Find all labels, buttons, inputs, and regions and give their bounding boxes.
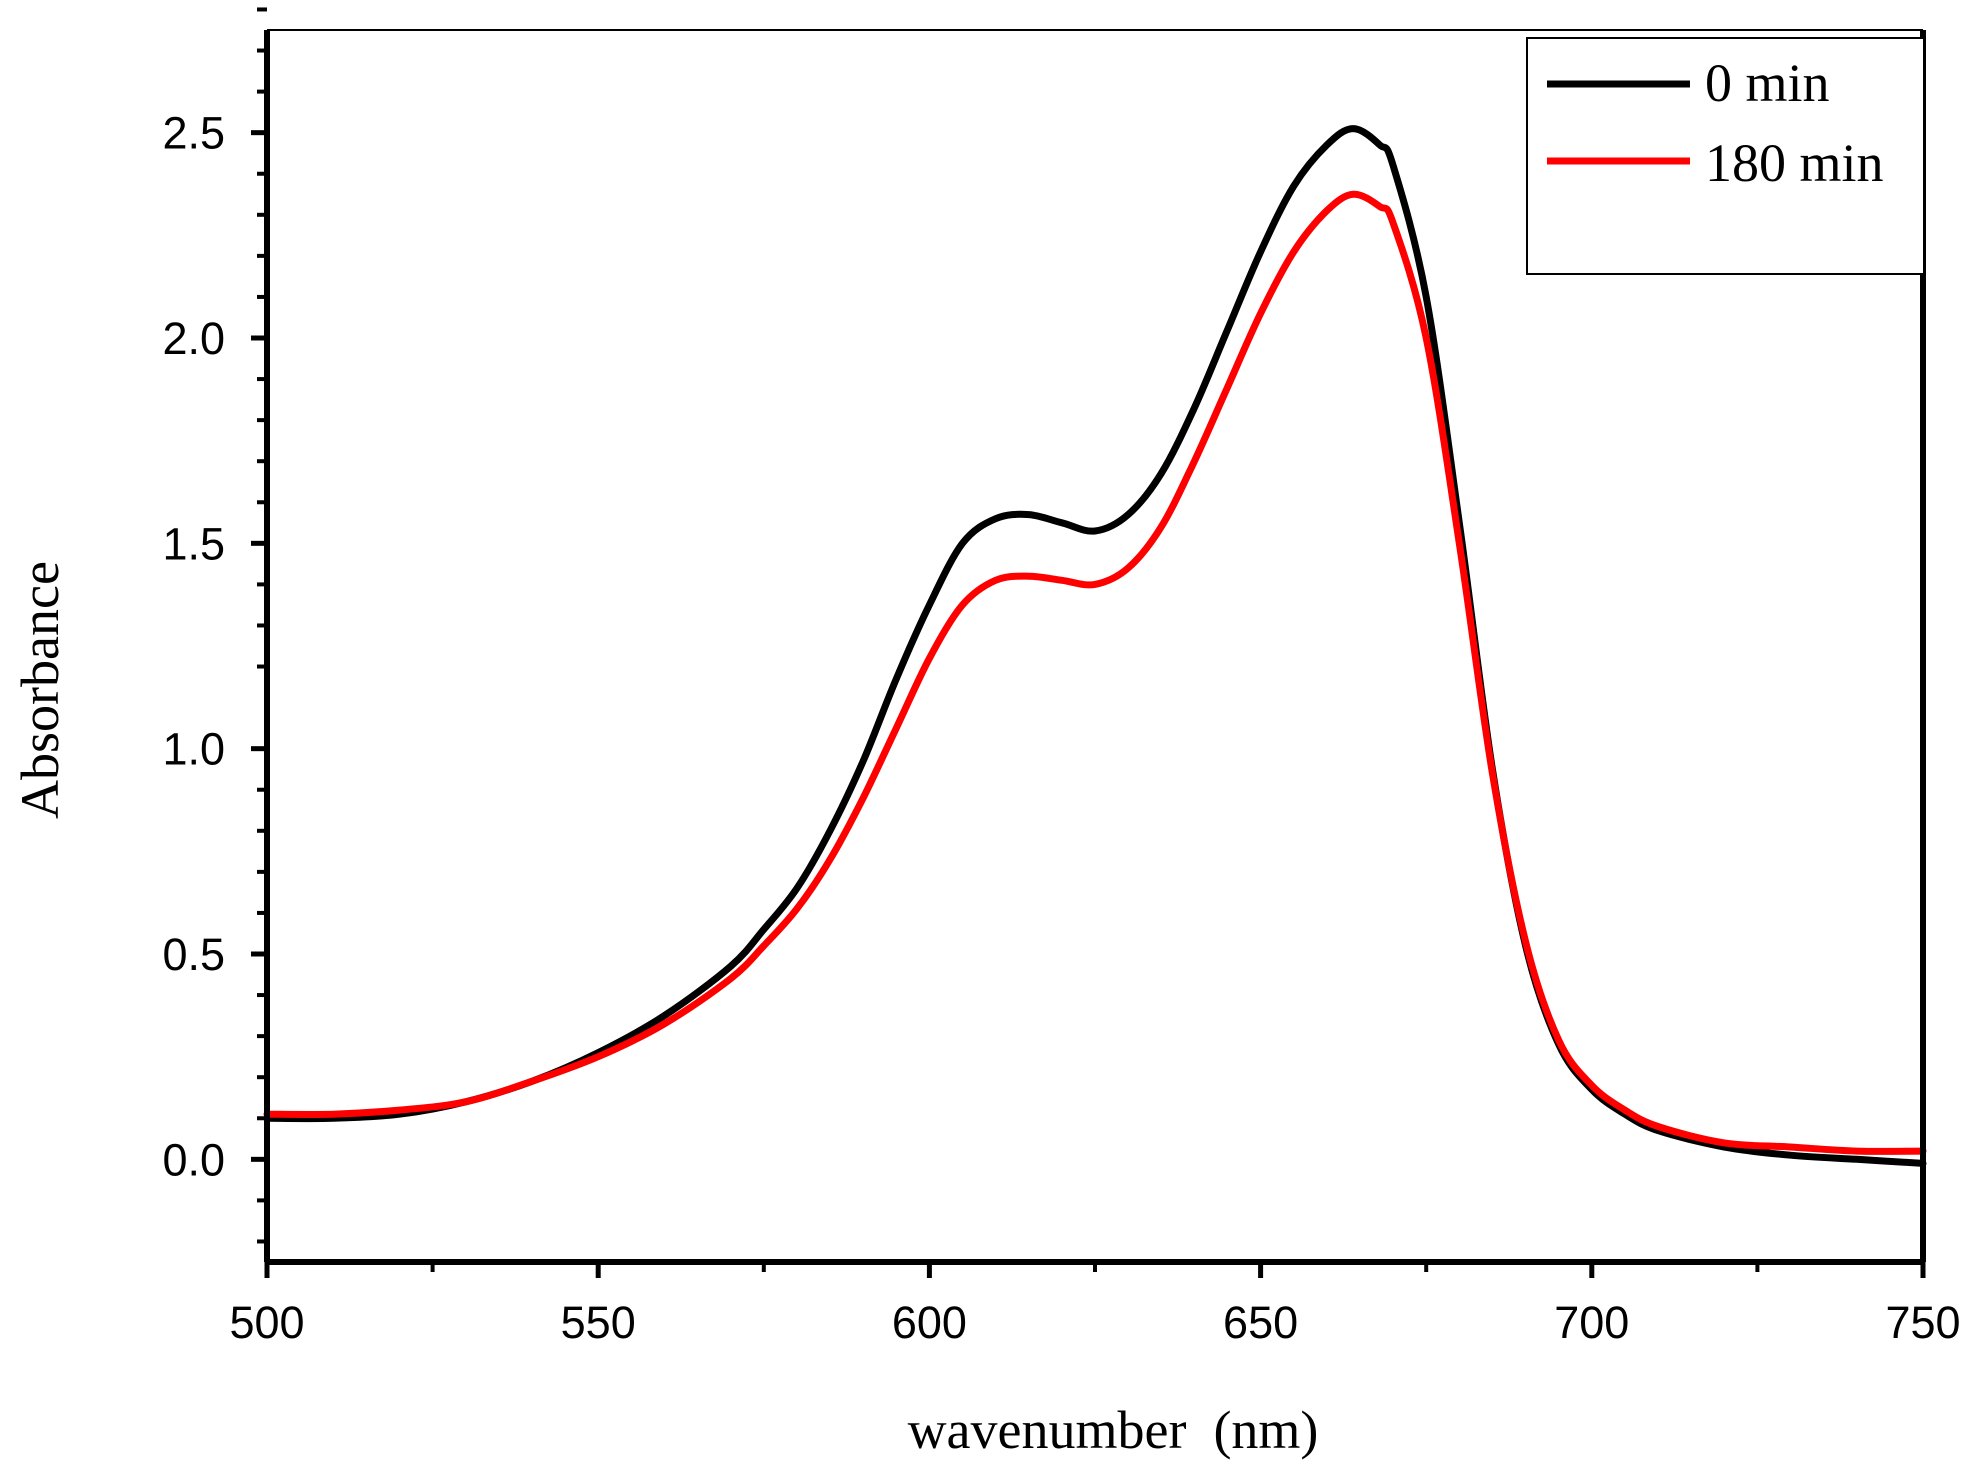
tick-labels: 500 550 600 650 700 750 0.0 0.5 1.0 1.5 2.0 2.5 [162, 108, 1960, 1348]
y-tick-label-0.5: 0.5 [162, 929, 225, 980]
legend-box [1526, 37, 1925, 275]
y-tick-label-0: 0.0 [162, 1134, 225, 1185]
ticks [251, 7, 1926, 1278]
x-tick-label-700: 700 [1554, 1297, 1629, 1348]
x-tick-label-750: 750 [1885, 1297, 1960, 1348]
legend-label-180-min: 180 min [1705, 133, 1884, 193]
x-tick-label-600: 600 [892, 1297, 967, 1348]
plot-lines [263, 125, 1927, 1167]
x-tick-label-550: 550 [561, 1297, 636, 1348]
y-tick-label-2: 2.0 [162, 313, 225, 364]
y-tick-label-2.5: 2.5 [162, 108, 225, 159]
x-axis-title: wavenumber (nm) [908, 1400, 1319, 1460]
legend-label-0-min: 0 min [1705, 53, 1830, 113]
series-line-0-min [263, 125, 1927, 1167]
x-tick-label-650: 650 [1223, 1297, 1298, 1348]
y-tick-label-1.5: 1.5 [162, 518, 225, 569]
series-line-180-min [263, 190, 1927, 1155]
x-tick-label-500: 500 [229, 1297, 304, 1348]
y-axis-title: Absorbance [10, 561, 70, 819]
y-tick-label-1: 1.0 [162, 724, 225, 775]
legend: 0 min 180 min [1526, 37, 1925, 275]
